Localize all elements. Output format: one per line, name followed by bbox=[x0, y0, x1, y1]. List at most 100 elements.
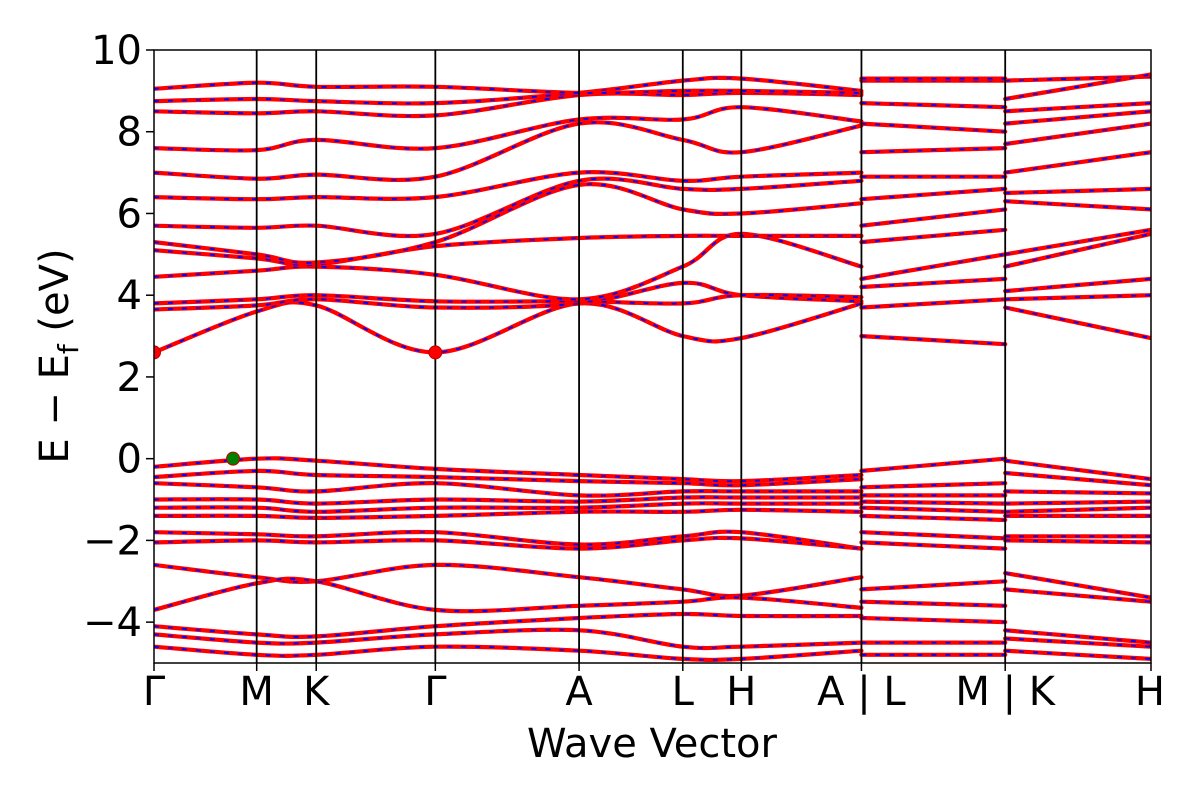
band-9-dashed bbox=[861, 122, 1006, 133]
band-6 bbox=[154, 176, 864, 239]
plot-frame bbox=[153, 49, 1152, 664]
x-tick-label: H bbox=[726, 669, 756, 715]
band-6-dashed bbox=[154, 177, 862, 237]
band-21 bbox=[154, 562, 864, 599]
band-21-dashed bbox=[861, 580, 1006, 591]
y-tick-label: −4 bbox=[83, 600, 142, 646]
band-23 bbox=[154, 611, 864, 640]
band-12 bbox=[154, 80, 864, 96]
band-20-dashed bbox=[1005, 539, 1151, 544]
band-22-dashed bbox=[154, 577, 862, 613]
band-23-dashed bbox=[1005, 629, 1151, 644]
y-axis-ticks: −4 −2 0 2 4 6 8 10 bbox=[83, 28, 154, 646]
band-4-dashed bbox=[861, 228, 1006, 243]
x-tick-label: H bbox=[1135, 669, 1165, 715]
x-tick-label: Γ bbox=[424, 669, 447, 715]
band-11-dashed bbox=[154, 76, 862, 105]
band-5 bbox=[154, 182, 864, 265]
band-23-dashed bbox=[861, 617, 1006, 623]
band-9-dashed bbox=[1005, 110, 1151, 125]
special-point-cbm-1 bbox=[428, 345, 443, 360]
band-13-dashed bbox=[1005, 459, 1151, 480]
x-tick-label: A bbox=[565, 669, 593, 715]
band-5-dashed bbox=[154, 183, 862, 264]
band-10-dashed bbox=[1005, 102, 1151, 113]
y-tick-label: −2 bbox=[83, 518, 142, 564]
band-7 bbox=[154, 170, 864, 202]
band-0-dashed bbox=[861, 335, 1006, 346]
special-point-vbm-2 bbox=[226, 451, 241, 466]
y-tick-label: 6 bbox=[117, 191, 142, 237]
y-tick-label: 0 bbox=[117, 437, 142, 483]
band-13-dashed bbox=[154, 457, 862, 483]
band-22-dashed bbox=[1005, 588, 1151, 603]
y-axis-title-tail: (eV) bbox=[32, 248, 78, 344]
band-24-dashed bbox=[154, 628, 862, 649]
band-15-dashed bbox=[1005, 490, 1151, 495]
band-8-dashed bbox=[154, 121, 862, 181]
x-tick-label: A | L bbox=[817, 669, 906, 715]
band-16-dashed bbox=[1005, 500, 1151, 505]
band-19-dashed bbox=[861, 531, 1006, 540]
band-24-dashed bbox=[1005, 637, 1151, 648]
band-25-dashed bbox=[154, 645, 862, 661]
x-tick-label: Γ bbox=[143, 669, 166, 715]
bands-group bbox=[154, 72, 1151, 663]
band-2-dashed bbox=[861, 278, 1006, 288]
band-16-dashed bbox=[154, 496, 862, 505]
band-10-dashed bbox=[861, 102, 1006, 109]
band-15 bbox=[154, 481, 864, 498]
band-4 bbox=[154, 233, 864, 268]
y-axis-title: E − Ef (eV) bbox=[32, 248, 85, 463]
special-point-cbm-0 bbox=[154, 345, 161, 360]
band-5-dashed bbox=[1005, 200, 1151, 211]
x-axis-title: Wave Vector bbox=[527, 721, 778, 767]
band-1-dashed bbox=[1005, 294, 1151, 301]
y-tick-label: 2 bbox=[117, 355, 142, 401]
band-22-dashed bbox=[861, 600, 1006, 607]
y-axis-title-sub: f bbox=[52, 343, 85, 354]
band-20-dashed bbox=[154, 536, 862, 550]
band-14-dashed bbox=[1005, 472, 1151, 487]
band-10 bbox=[154, 90, 864, 119]
band-1-dashed bbox=[861, 298, 1006, 309]
band-13-dashed bbox=[861, 457, 1006, 472]
band-17-dashed bbox=[861, 506, 1006, 513]
band-5-dashed bbox=[861, 208, 1006, 227]
band-3-dashed bbox=[861, 253, 1006, 280]
x-tick-label: M bbox=[239, 669, 274, 715]
x-tick-label: K bbox=[303, 669, 331, 715]
band-17-dashed bbox=[154, 502, 862, 513]
band-14-dashed bbox=[154, 469, 862, 487]
band-14-dashed bbox=[861, 482, 1006, 489]
band-2-dashed bbox=[1005, 278, 1151, 292]
band-7-dashed bbox=[1005, 151, 1151, 174]
y-axis-title-lead: E − E bbox=[32, 354, 78, 464]
band-12-dashed bbox=[1005, 73, 1151, 100]
band-21-dashed bbox=[1005, 572, 1151, 599]
band-8-dashed bbox=[861, 147, 1006, 154]
band-6-dashed bbox=[861, 188, 1006, 201]
band-8-dashed bbox=[1005, 122, 1151, 145]
y-tick-label: 10 bbox=[91, 28, 142, 74]
band-4-dashed bbox=[1005, 228, 1151, 256]
band-16-dashed bbox=[861, 500, 1006, 505]
band-3 bbox=[154, 231, 864, 302]
band-18-dashed bbox=[861, 515, 1006, 521]
band-24 bbox=[154, 627, 864, 651]
band-11-dashed bbox=[1005, 75, 1151, 82]
band-2-dashed bbox=[154, 294, 862, 305]
band-25-dashed bbox=[1005, 649, 1151, 660]
band-17-dashed bbox=[1005, 506, 1151, 513]
x-tick-label: M | K bbox=[955, 669, 1056, 715]
band-0-dashed bbox=[1005, 306, 1151, 339]
y-tick-label: 4 bbox=[117, 273, 142, 319]
band-3-dashed bbox=[1005, 233, 1151, 268]
band-12-dashed bbox=[154, 81, 862, 94]
special-points bbox=[154, 345, 443, 466]
y-tick-label: 8 bbox=[117, 110, 142, 156]
band-18-dashed bbox=[154, 508, 862, 519]
band-6-dashed bbox=[1005, 188, 1151, 194]
